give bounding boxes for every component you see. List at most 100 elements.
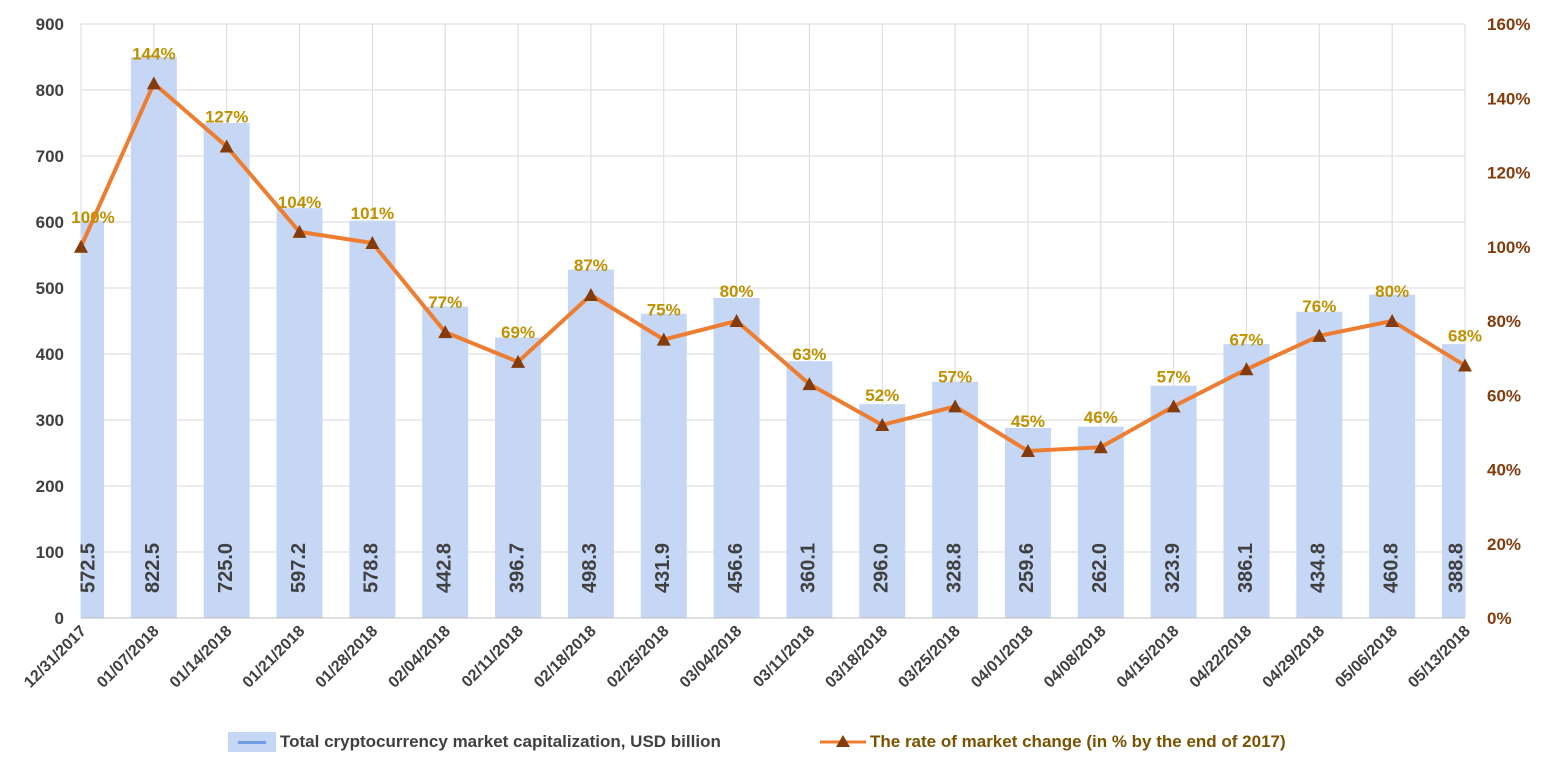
y-right-tick-label: 160% [1487, 15, 1530, 34]
line-value-label: 100% [71, 208, 114, 227]
legend-item-rate-change: The rate of market change (in % by the e… [818, 732, 1286, 752]
bar [932, 381, 979, 618]
line-value-label: 52% [865, 386, 899, 405]
line-value-label: 69% [501, 323, 535, 342]
y-right-tick-label: 60% [1487, 386, 1521, 405]
line-marker [875, 417, 890, 431]
line-marker [365, 236, 380, 250]
line-marker [1020, 443, 1035, 457]
line-value-label: 46% [1084, 408, 1118, 427]
line-value-label: 63% [792, 345, 826, 364]
line-marker [583, 288, 598, 302]
bar-value-label: 434.8 [1308, 543, 1330, 593]
line-value-label: 45% [1011, 412, 1045, 431]
legend-swatch-line [820, 735, 866, 747]
line-marker [74, 239, 88, 253]
y-right-tick-label: 40% [1487, 461, 1521, 480]
bar-value-label: 460.8 [1380, 543, 1402, 593]
combo-chart: 0 100 200 300 400 500 600 700 800 900 0% 20% 40% 60% 8… [0, 0, 1543, 726]
bar-value-label: 578.8 [361, 543, 383, 593]
y-left-tick-label: 400 [36, 345, 64, 364]
bar [130, 57, 177, 618]
legend-item-market-cap: Total cryptocurrency market capitalizati… [228, 732, 721, 752]
bar [640, 313, 687, 618]
bar-value-label: 323.9 [1162, 543, 1184, 593]
bar [1296, 311, 1343, 618]
y-left-tick-label: 0 [55, 609, 64, 628]
bar [1369, 294, 1416, 618]
line-marker [292, 224, 307, 238]
line-marker [1458, 358, 1472, 372]
bar-value-label: 572.5 [77, 543, 99, 593]
y-right-tick-label: 100% [1487, 238, 1530, 257]
line-value-label: 76% [1302, 297, 1336, 316]
line-value-label: 104% [278, 193, 321, 212]
bar-value-label: 456.6 [725, 543, 747, 593]
line-value-label: 80% [720, 282, 754, 301]
y-right-tick-label: 80% [1487, 312, 1521, 331]
bar [713, 297, 760, 618]
rate-line [79, 81, 1467, 453]
y-right-tick-label: 20% [1487, 535, 1521, 554]
bar-value-label: 597.2 [288, 543, 310, 593]
bar [81, 220, 104, 618]
y-left-tick-label: 100 [36, 543, 64, 562]
line-value-label: 67% [1229, 330, 1263, 349]
line-marker [1385, 314, 1400, 327]
bar [567, 269, 614, 618]
bar [1223, 344, 1270, 618]
line-value-label: 68% [1448, 327, 1482, 346]
bar-value-label: 442.8 [433, 543, 455, 593]
y-left-tick-label: 800 [36, 81, 64, 100]
line-value-label: 144% [132, 44, 175, 63]
line-marker [511, 354, 526, 368]
bar-value-label: 262.0 [1089, 543, 1111, 593]
line-marker [1312, 328, 1327, 342]
bar-value-label: 386.1 [1235, 543, 1257, 593]
bar-value-label: 431.9 [652, 543, 674, 593]
line-value-label: 101% [351, 204, 394, 223]
line-marker [219, 139, 234, 153]
bar-value-label: 725.0 [215, 543, 237, 593]
y-left-tick-label: 600 [36, 213, 64, 232]
line-marker [948, 399, 963, 413]
bar-value-label: 498.3 [579, 543, 601, 593]
bar-value-label: 296.0 [871, 543, 893, 593]
line-marker [146, 76, 161, 90]
bar [786, 361, 833, 618]
line-marker [802, 377, 817, 391]
line-marker [1166, 399, 1181, 413]
line-value-label: 127% [205, 108, 248, 127]
legend-label-rate-change: The rate of market change (in % by the e… [870, 732, 1286, 751]
bar-value-label: 259.6 [1016, 543, 1038, 593]
bar-value-label: 396.7 [506, 543, 528, 593]
line-marker [729, 314, 744, 327]
y-left-tick-label: 300 [36, 411, 64, 430]
chart-background [0, 0, 1543, 726]
bar [1442, 344, 1465, 618]
bar [422, 306, 469, 618]
y-left-tick-label: 500 [36, 279, 64, 298]
legend-swatch-bar [228, 732, 276, 752]
bar [495, 337, 542, 618]
line-marker [1093, 440, 1108, 454]
bar [1150, 385, 1197, 618]
bar-value-label: 328.8 [943, 543, 965, 593]
bar [1004, 427, 1051, 618]
y-right-tick-label: 120% [1487, 164, 1530, 183]
line-marker [656, 332, 671, 346]
y-right-tick-label: 0% [1487, 609, 1512, 628]
bar [349, 220, 396, 618]
y-right-tick-label: 140% [1487, 89, 1530, 108]
bar [276, 208, 323, 618]
line-marker [438, 325, 453, 339]
y-left-tick-label: 700 [36, 147, 64, 166]
line-value-label: 75% [647, 301, 681, 320]
line-value-label: 80% [1375, 282, 1409, 301]
bar [1077, 426, 1124, 618]
legend: Total cryptocurrency market capitalizati… [0, 726, 1543, 762]
y-left-tick-label: 900 [36, 15, 64, 34]
line-marker [1239, 362, 1254, 376]
bar [859, 404, 906, 618]
